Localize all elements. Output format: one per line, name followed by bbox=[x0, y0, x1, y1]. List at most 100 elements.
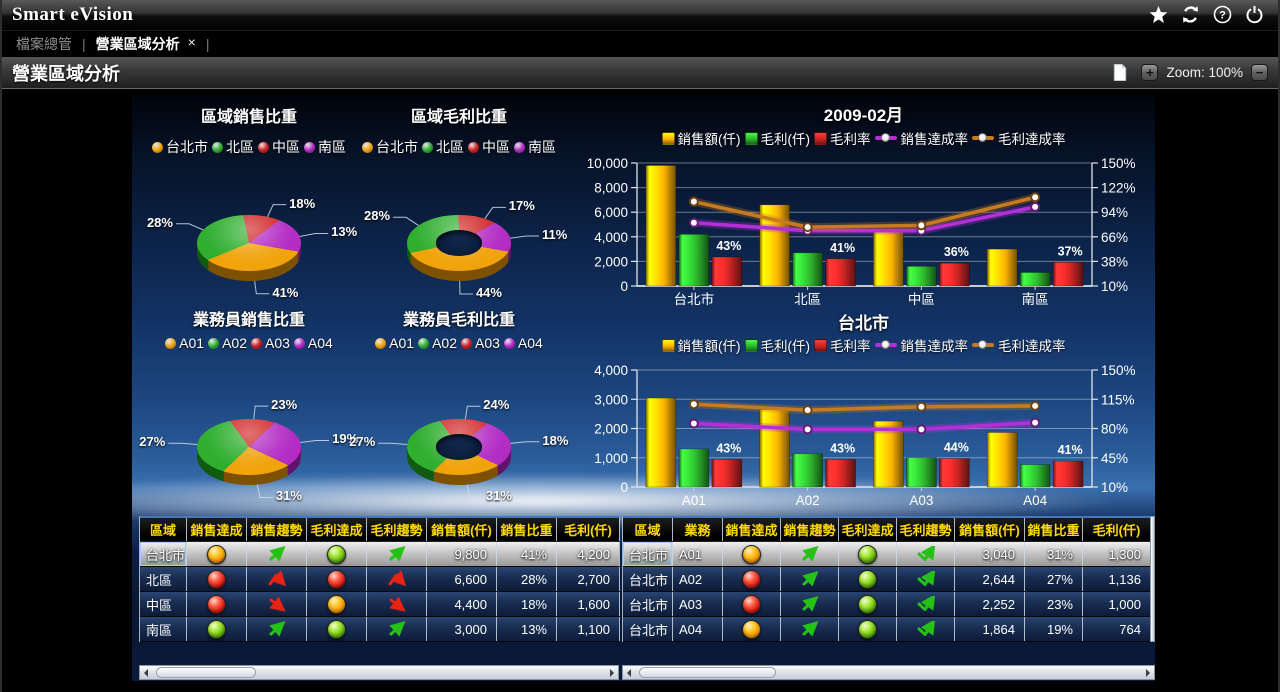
table-row[interactable]: 中區 4,400 18% 1,600 bbox=[140, 592, 620, 617]
status-light-red-icon bbox=[742, 569, 761, 589]
status-light-green-icon bbox=[207, 619, 226, 639]
tab-close-icon[interactable]: × bbox=[187, 34, 196, 50]
legend-item: A02 bbox=[418, 335, 457, 351]
legend-line-swatch-icon bbox=[972, 133, 994, 142]
table-cell: 南區 bbox=[140, 617, 187, 641]
legend-line-swatch-icon bbox=[874, 133, 897, 142]
svg-text:A03: A03 bbox=[909, 493, 933, 508]
scroll-right-arrow-icon[interactable] bbox=[610, 669, 614, 677]
pie-slice-label: 18% bbox=[289, 195, 316, 211]
chart-legend: A01 A02 A03 A04 bbox=[344, 335, 574, 351]
legend-item: 銷售達成率 bbox=[874, 128, 968, 148]
horizontal-scrollbar-right[interactable] bbox=[622, 665, 1155, 680]
tab-file-explorer[interactable]: 檔案總管 bbox=[16, 36, 72, 52]
help-icon[interactable]: ? bbox=[1213, 5, 1232, 24]
zoom-out-button[interactable]: − bbox=[1251, 64, 1268, 81]
table-cell bbox=[839, 617, 897, 641]
chart-legend: 銷售額(仟) 毛利(仟) 毛利率 銷售達成率 毛利達成率 bbox=[572, 335, 1155, 355]
svg-text:0: 0 bbox=[620, 480, 628, 495]
table-row[interactable]: 台北市 A01 3,040 31% 1,300 bbox=[623, 542, 1151, 567]
svg-text:45%: 45% bbox=[1101, 451, 1128, 466]
table-cell bbox=[247, 567, 307, 591]
legend-ball-icon bbox=[304, 141, 315, 153]
scrollbar-thumb[interactable] bbox=[156, 667, 256, 678]
legend-item: 北區 bbox=[212, 137, 254, 157]
pie-slice-label: 41% bbox=[272, 284, 299, 300]
tab-sales-region-analysis[interactable]: 營業區域分析 × bbox=[96, 34, 196, 54]
legend-item: 南區 bbox=[514, 137, 556, 157]
scroll-left-arrow-icon[interactable] bbox=[627, 669, 631, 677]
legend-ball-icon bbox=[152, 141, 163, 153]
favorite-star-icon[interactable] bbox=[1149, 5, 1168, 24]
svg-text:A04: A04 bbox=[1023, 493, 1048, 508]
table-row[interactable]: 台北市 A02 2,644 27% 1,136 bbox=[623, 567, 1151, 592]
table-cell bbox=[781, 542, 839, 566]
legend-item: A02 bbox=[208, 335, 247, 351]
legend-item: 台北市 bbox=[152, 137, 208, 157]
table-cell bbox=[187, 592, 247, 616]
scrollbar-thumb[interactable] bbox=[639, 667, 776, 678]
column-header: 銷售趨勢 bbox=[247, 518, 307, 541]
status-light-green-icon bbox=[858, 619, 877, 639]
table-cell: 1,100 bbox=[557, 617, 620, 641]
zoom-in-button[interactable]: + bbox=[1141, 64, 1159, 81]
refresh-icon[interactable] bbox=[1181, 5, 1200, 24]
table-row[interactable]: 南區 3,000 13% 1,100 bbox=[140, 617, 620, 642]
table-cell: 台北市 bbox=[623, 617, 673, 641]
table-row[interactable]: 台北市 9,800 41% 4,200 bbox=[140, 542, 620, 567]
table-cell bbox=[367, 567, 427, 591]
legend-ball-icon bbox=[208, 337, 220, 349]
legend-ball-icon bbox=[461, 337, 472, 349]
page-tools: + Zoom: 100% − bbox=[1113, 64, 1268, 81]
trend-up-arrow-icon bbox=[801, 620, 818, 637]
legend-item: 毛利(仟) bbox=[744, 128, 810, 148]
svg-text:3,000: 3,000 bbox=[594, 392, 628, 407]
table-row[interactable]: 北區 6,600 28% 2,700 bbox=[140, 567, 620, 592]
table-row[interactable]: 台北市 A03 2,252 23% 1,000 bbox=[623, 592, 1151, 617]
chart-title: 區域銷售比重 bbox=[200, 109, 297, 126]
power-icon[interactable] bbox=[1245, 5, 1264, 24]
svg-text:4,000: 4,000 bbox=[594, 363, 628, 378]
status-light-orange-icon bbox=[327, 594, 346, 614]
legend-bar-swatch-icon bbox=[744, 338, 758, 352]
table-cell: 9,800 bbox=[427, 542, 497, 566]
table-cell: 1,136 bbox=[1083, 567, 1151, 591]
legend-ball-icon bbox=[362, 141, 373, 153]
legend-item: A04 bbox=[293, 335, 333, 351]
table-cell bbox=[897, 592, 955, 616]
horizontal-scrollbar-left[interactable] bbox=[139, 665, 619, 680]
scroll-right-arrow-icon[interactable] bbox=[1146, 669, 1150, 677]
legend-ball-icon bbox=[422, 141, 433, 153]
document-icon[interactable] bbox=[1113, 64, 1127, 81]
column-header: 毛利(仟) bbox=[557, 518, 620, 541]
table-cell bbox=[781, 617, 839, 641]
table-cell bbox=[839, 567, 897, 591]
table-cell: A03 bbox=[673, 592, 723, 616]
legend-ball-icon bbox=[165, 337, 177, 349]
table-cell: 2,252 bbox=[955, 592, 1025, 616]
table-cell bbox=[187, 567, 247, 591]
status-light-green-icon bbox=[858, 569, 877, 589]
pie-slice-label: 23% bbox=[271, 397, 298, 413]
legend-item: A01 bbox=[375, 335, 414, 351]
status-light-green-icon bbox=[327, 619, 346, 639]
table-cell: 4,400 bbox=[427, 592, 497, 616]
svg-text:122%: 122% bbox=[1101, 181, 1136, 196]
region-summary-table: 區域 銷售達成 銷售趨勢 毛利達成 毛利趨勢 銷售額(仟) 銷售比重 毛利(仟) 台北市 9,80… bbox=[139, 516, 620, 642]
table-cell: 中區 bbox=[140, 592, 187, 616]
pie-slice-label: 13% bbox=[331, 224, 358, 240]
vertical-scrollbar[interactable] bbox=[1150, 516, 1155, 642]
trend-up-arrow-icon bbox=[801, 595, 818, 612]
table-cell bbox=[247, 617, 307, 641]
svg-text:41%: 41% bbox=[830, 241, 855, 255]
pie-chart-region-sales: 區域銷售比重 台北市 北區 中區 南區 41% 28% 18% 13% bbox=[134, 97, 364, 302]
svg-text:6,000: 6,000 bbox=[594, 205, 628, 220]
table-cell bbox=[897, 542, 955, 566]
scroll-left-arrow-icon[interactable] bbox=[144, 669, 148, 677]
svg-text:36%: 36% bbox=[944, 245, 969, 259]
chart-title: 業務員毛利比重 bbox=[402, 312, 515, 329]
legend-ball-icon bbox=[514, 141, 525, 153]
table-cell bbox=[247, 592, 307, 616]
table-row[interactable]: 台北市 A04 1,864 19% 764 bbox=[623, 617, 1151, 642]
trend-check-arrow-icon bbox=[917, 620, 935, 636]
